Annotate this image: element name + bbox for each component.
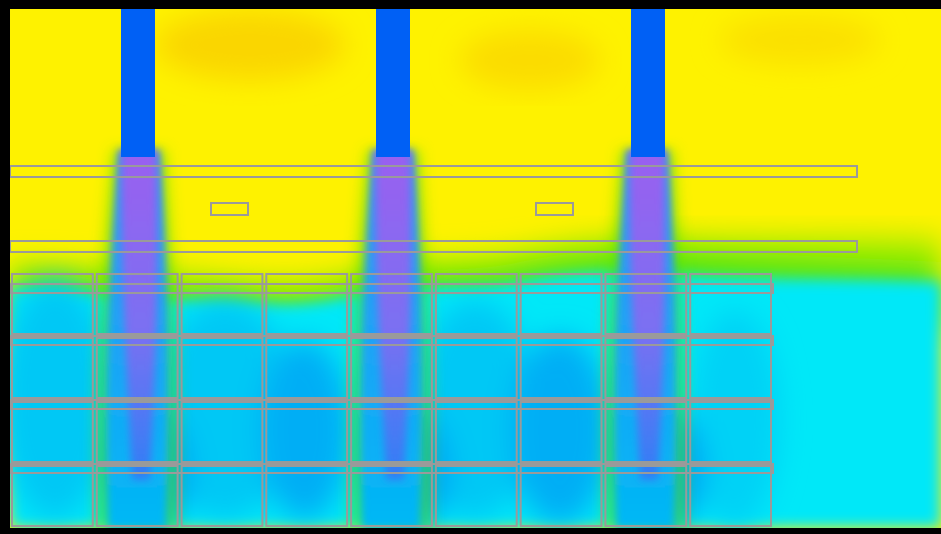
lower-duct: [10, 240, 858, 253]
rack-cell: [519, 337, 603, 399]
rack-cell: [519, 465, 603, 527]
rack-cell: [350, 273, 433, 335]
rack-shelf-band: [10, 399, 774, 410]
upper-duct: [10, 165, 858, 178]
supply-jet-1: [121, 9, 155, 157]
rack-cell: [180, 465, 264, 527]
rack-cell: [604, 337, 688, 399]
rack-cell: [11, 273, 94, 335]
rack-cell: [265, 273, 349, 335]
rack-cell: [689, 337, 773, 399]
fixture-right: [535, 202, 574, 216]
rack-cell: [11, 337, 94, 399]
supply-jets: [121, 9, 665, 157]
rack-grid: [10, 273, 774, 527]
rack-shelf-band: [10, 335, 774, 346]
rack-cell: [519, 273, 603, 335]
rack-cell: [350, 401, 433, 463]
rack-cell: [689, 465, 773, 527]
rack-shelf-band: [10, 283, 774, 294]
rack-cell: [95, 401, 179, 463]
rack-cell: [11, 465, 94, 527]
rack-cell: [350, 337, 433, 399]
rack-cell: [95, 465, 179, 527]
rack-cell: [434, 337, 518, 399]
rack-cell: [350, 465, 433, 527]
rack-cell: [689, 273, 773, 335]
rack-cell: [265, 401, 349, 463]
supply-jet-2: [376, 9, 410, 157]
fixture-left: [210, 202, 249, 216]
rack-cell: [265, 337, 349, 399]
equipment-outlines: [10, 165, 858, 527]
rack-cell: [265, 465, 349, 527]
rack-cell: [519, 401, 603, 463]
rack-cell: [604, 273, 688, 335]
rack-cell: [434, 401, 518, 463]
rack-cell: [180, 337, 264, 399]
supply-jet-3: [631, 9, 665, 157]
rack-shelf-band: [10, 463, 774, 474]
rack-cell: [604, 465, 688, 527]
rack-cell: [604, 401, 688, 463]
contour-field: [10, 9, 941, 528]
rack-cell: [95, 273, 179, 335]
rack-cell: [95, 337, 179, 399]
rack-cell: [434, 273, 518, 335]
rack-cell: [180, 401, 264, 463]
rack-cell: [11, 401, 94, 463]
rack-cell: [434, 465, 518, 527]
rack-cell: [689, 401, 773, 463]
warm-dark-patches: [155, 10, 880, 90]
rack-cell: [180, 273, 264, 335]
